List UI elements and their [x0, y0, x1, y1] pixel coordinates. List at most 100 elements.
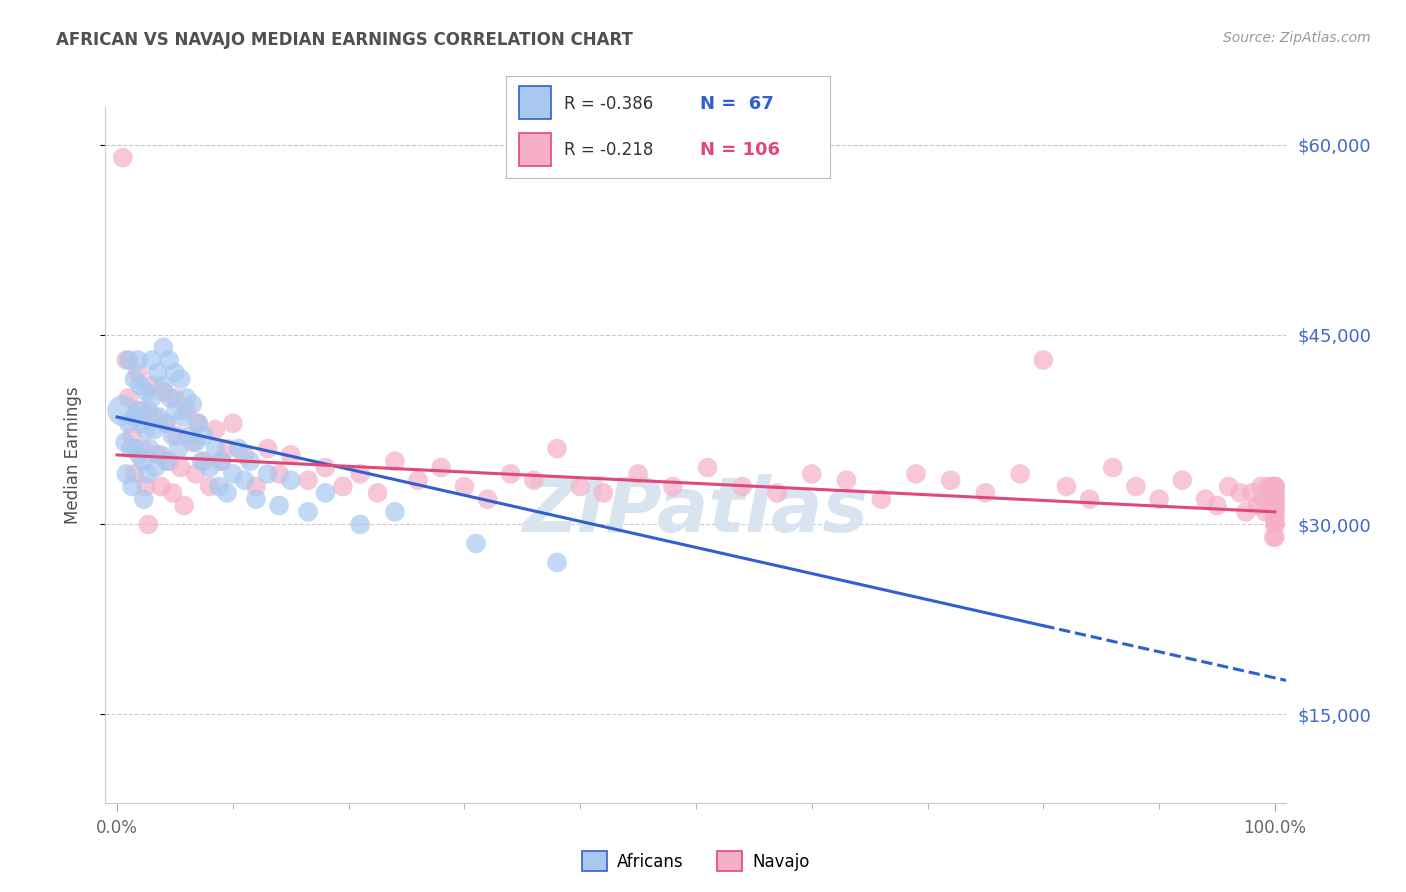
Point: [269, 499, 291, 513]
Point: [269, 467, 291, 481]
Point: [256, 442, 278, 456]
Point: [592, 486, 614, 500]
Point: [332, 479, 354, 493]
Point: [124, 467, 146, 481]
Point: [157, 353, 180, 368]
Point: [120, 442, 142, 456]
Point: [215, 442, 238, 456]
Point: [1264, 479, 1286, 493]
Point: [627, 467, 650, 481]
Point: [1264, 517, 1286, 532]
Point: [1263, 530, 1285, 544]
Point: [1032, 353, 1054, 368]
Point: [1264, 486, 1286, 500]
Point: [143, 460, 166, 475]
Point: [1250, 479, 1272, 493]
Point: [187, 417, 209, 431]
Point: [184, 435, 207, 450]
Point: [117, 417, 139, 431]
Point: [204, 442, 226, 456]
Point: [1229, 486, 1251, 500]
Point: [1010, 467, 1032, 481]
Point: [1264, 479, 1286, 493]
Point: [150, 448, 173, 462]
Point: [176, 403, 198, 417]
Point: [384, 505, 406, 519]
Point: [1206, 499, 1229, 513]
Point: [1264, 492, 1286, 507]
Point: [939, 473, 962, 487]
Point: [184, 467, 207, 481]
Point: [131, 442, 153, 456]
Point: [222, 467, 245, 481]
Point: [173, 499, 195, 513]
Point: [1264, 486, 1286, 500]
Point: [367, 486, 389, 500]
Point: [1234, 505, 1257, 519]
Point: [1258, 486, 1281, 500]
Point: [349, 517, 371, 532]
Bar: [519, 133, 551, 166]
Point: [1264, 492, 1286, 507]
Point: [150, 479, 173, 493]
Point: [1240, 486, 1263, 500]
Point: [209, 454, 232, 468]
Point: [127, 353, 149, 368]
Point: [124, 372, 146, 386]
Point: [766, 486, 789, 500]
Point: [406, 473, 429, 487]
Point: [143, 423, 166, 437]
Point: [176, 391, 198, 405]
Point: [127, 366, 149, 380]
Point: [131, 454, 153, 468]
Point: [1264, 511, 1286, 525]
Point: [124, 442, 146, 456]
Point: [1264, 517, 1286, 532]
Point: [141, 378, 163, 392]
Point: [129, 403, 152, 417]
Point: [1125, 479, 1147, 493]
Point: [974, 486, 997, 500]
Point: [136, 403, 159, 417]
Point: [384, 454, 406, 468]
Point: [1194, 492, 1216, 507]
Point: [117, 353, 139, 368]
Point: [132, 492, 155, 507]
Point: [166, 429, 188, 443]
Point: [193, 429, 215, 443]
Point: [453, 479, 475, 493]
Point: [159, 391, 181, 405]
Point: [1261, 492, 1284, 507]
Point: [146, 366, 169, 380]
Point: [1264, 505, 1286, 519]
Point: [162, 429, 184, 443]
Point: [148, 409, 170, 424]
Point: [297, 505, 319, 519]
Point: [111, 403, 134, 417]
Point: [135, 384, 157, 399]
Point: [1171, 473, 1194, 487]
Point: [1056, 479, 1078, 493]
Point: [156, 454, 179, 468]
Point: [135, 423, 157, 437]
Point: [1258, 499, 1281, 513]
Point: [128, 448, 150, 462]
Point: [1101, 460, 1123, 475]
Point: [239, 454, 262, 468]
Point: [233, 473, 256, 487]
Point: [228, 442, 250, 456]
Point: [523, 473, 546, 487]
Point: [835, 473, 858, 487]
Point: [430, 460, 453, 475]
Point: [1264, 530, 1286, 544]
Point: [124, 409, 146, 424]
Legend: Africans, Navajo: Africans, Navajo: [575, 845, 817, 878]
Point: [696, 460, 718, 475]
Point: [569, 479, 592, 493]
Point: [143, 409, 166, 424]
Point: [163, 366, 186, 380]
Point: [465, 536, 488, 550]
Point: [129, 378, 152, 392]
Point: [1264, 499, 1286, 513]
Point: [155, 417, 177, 431]
